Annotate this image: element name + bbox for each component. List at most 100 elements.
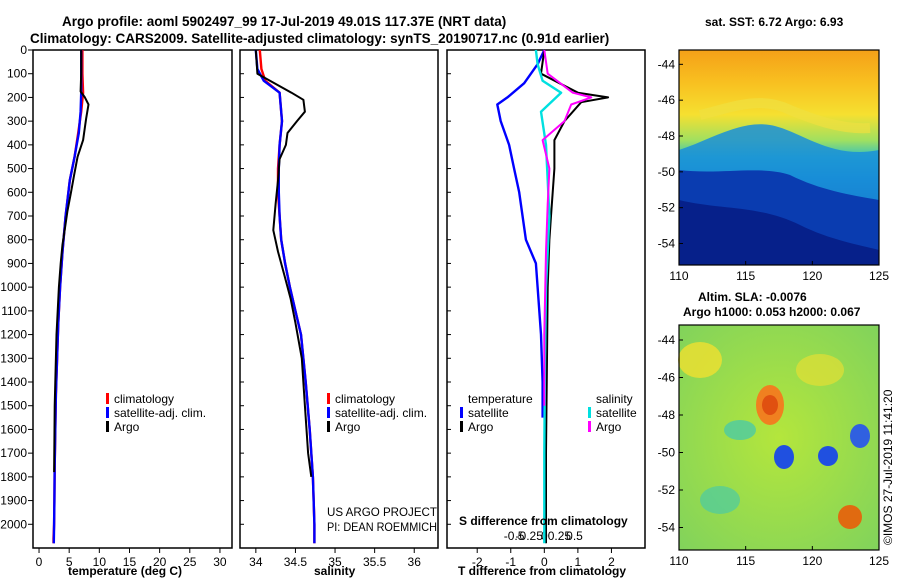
- sal-legend-label-argo: Argo: [335, 420, 361, 434]
- map-ytick-label: -52: [658, 483, 676, 497]
- xtick-label: 10: [93, 555, 107, 569]
- sla-anomaly-4: [818, 446, 838, 466]
- temperature-xlabel: temperature (deg C): [68, 564, 182, 578]
- diff-legend-label-t-argo: Argo: [468, 420, 494, 434]
- xtick-label: 0: [541, 555, 548, 569]
- ytick-label: 1400: [0, 375, 27, 389]
- sal-legend-swatch-argo: [327, 421, 330, 432]
- legend-swatch-satellite: [106, 407, 109, 418]
- sst-frame: [678, 49, 880, 266]
- ytick-label: 1700: [0, 446, 27, 460]
- map-ytick-label: -44: [658, 333, 676, 347]
- map-ytick-label: -48: [658, 129, 676, 143]
- series-line-argo: [254, 49, 313, 478]
- ytick-label: 500: [7, 162, 27, 176]
- ytick-label: 100: [7, 67, 27, 81]
- ytick-label: 900: [7, 256, 27, 270]
- imos-stamp: ©IMOS 27-Jul-2019 11:41:20: [881, 389, 895, 545]
- xtick-label: -1: [505, 555, 516, 569]
- salinity-xlabel: salinity: [314, 564, 356, 578]
- salinity-frame: [239, 49, 439, 549]
- series-line-climatology: [258, 49, 316, 544]
- sla-map-title-2: Argo h1000: 0.053 h2000: 0.067: [683, 305, 861, 319]
- sla-anomaly-1: [678, 342, 722, 378]
- ytick-label: 800: [7, 233, 27, 247]
- xtick-label: 2: [608, 555, 615, 569]
- sla-anomaly-2-core: [762, 395, 778, 415]
- sla-map: Altim. SLA: -0.0076 Argo h1000: 0.053 h2…: [658, 290, 890, 568]
- ytick-label: 700: [7, 209, 27, 223]
- series-line-t-satellite: [496, 49, 546, 418]
- map-ytick-label: -54: [658, 237, 676, 251]
- diff-legend-swatch-t-argo: [460, 421, 463, 432]
- sal-legend-label-satellite: satellite-adj. clim.: [335, 406, 427, 420]
- diff-legend-salinity-heading: salinity: [596, 392, 633, 406]
- sst-map: sat. SST: 6.72 Argo: 6.93 110 115 120 125 -4…: [658, 15, 890, 283]
- ytick-label: 300: [7, 114, 27, 128]
- series-line-argo: [53, 50, 90, 473]
- xtick-label: 35.5: [363, 555, 387, 569]
- ytick-label: 1100: [1, 304, 27, 318]
- salinity-series: [254, 49, 316, 544]
- diff-legend-label-s-satellite: satellite: [596, 406, 637, 420]
- map-xtick-label: 115: [736, 554, 755, 568]
- sst-front: [698, 98, 871, 134]
- legend-label-satellite: satellite-adj. clim.: [114, 406, 206, 420]
- temperature-frame: [32, 49, 233, 549]
- map-xtick-label: 125: [869, 554, 889, 568]
- legend-label-climatology: climatology: [114, 392, 174, 406]
- ytick-label: 0: [20, 43, 27, 57]
- project-annotation: US ARGO PROJECT: [327, 505, 438, 519]
- series-line-satellite-adj-clim-: [254, 49, 316, 544]
- title-line-1: Argo profile: aoml 5902497_99 17-Jul-201…: [62, 14, 506, 29]
- xtick-label: 34: [249, 555, 263, 569]
- map-ytick-label: -46: [658, 93, 676, 107]
- map-ytick-label: -52: [658, 201, 676, 215]
- xtick-label: 25: [183, 555, 197, 569]
- sla-map-title-1: Altim. SLA: -0.0076: [698, 290, 807, 304]
- map-ytick-label: -50: [658, 165, 676, 179]
- xtick-label: 0: [36, 555, 43, 569]
- xtick-label: 36: [408, 555, 422, 569]
- map-xtick-label: 110: [669, 269, 688, 283]
- sst-map-title: sat. SST: 6.72 Argo: 6.93: [705, 15, 844, 29]
- ytick-label: 200: [7, 90, 27, 104]
- ytick-label: 1900: [0, 494, 27, 508]
- temperature-ticks: 0 5 10 15 20 25 300100200300400500600700800900…: [0, 43, 227, 569]
- diff-legend-swatch-t-satellite: [460, 407, 463, 418]
- salinity-ticks: 34 34.5 35 35.5 36: [240, 49, 422, 569]
- sla-frame: [678, 324, 880, 551]
- legend-label-argo: Argo: [114, 420, 140, 434]
- sla-anomaly-6: [838, 505, 862, 529]
- sal-legend-swatch-climatology: [327, 393, 330, 404]
- map-ytick-label: -46: [658, 371, 676, 385]
- map-ytick-label: -54: [658, 521, 676, 535]
- xtick-label: 35: [328, 555, 342, 569]
- legend-swatch-argo: [106, 421, 109, 432]
- ytick-label: 400: [7, 138, 27, 152]
- xtick-label: 34.5: [284, 555, 308, 569]
- title-line-2: Climatology: CARS2009. Satellite-adjuste…: [30, 31, 609, 46]
- xtick-label: 30: [213, 555, 227, 569]
- salinity-legend: climatology satellite-adj. clim. Argo: [327, 392, 427, 434]
- temperature-panel: 0 5 10 15 20 25 300100200300400500600700800900…: [0, 43, 233, 578]
- legend-swatch-climatology: [106, 393, 109, 404]
- difference-series: [496, 49, 610, 544]
- salinity-panel: 34 34.5 35 35.5 36 salinity US ARGO PROJECT …: [239, 49, 439, 578]
- s-tick-label: -0.5: [504, 529, 525, 543]
- ytick-label: 1000: [0, 280, 27, 294]
- map-xtick-label: 115: [736, 269, 755, 283]
- sla-anomaly-7: [724, 420, 756, 440]
- sla-anomaly-8: [700, 486, 740, 514]
- sla-anomaly-5: [850, 424, 870, 448]
- sal-legend-swatch-satellite: [327, 407, 330, 418]
- t-difference-xlabel: T difference from climatology: [458, 564, 626, 578]
- ytick-label: 2000: [0, 517, 27, 531]
- xtick-label: 15: [123, 555, 137, 569]
- sst-coldest-water: [679, 200, 879, 265]
- difference-frame: [446, 49, 646, 549]
- difference-panel: -2 -1 0 1 2-0.5-0.250 0.250.5 S difference fr…: [446, 49, 646, 578]
- ytick-label: 1800: [0, 470, 27, 484]
- map-xtick-label: 110: [669, 554, 688, 568]
- map-xtick-label: 120: [802, 269, 822, 283]
